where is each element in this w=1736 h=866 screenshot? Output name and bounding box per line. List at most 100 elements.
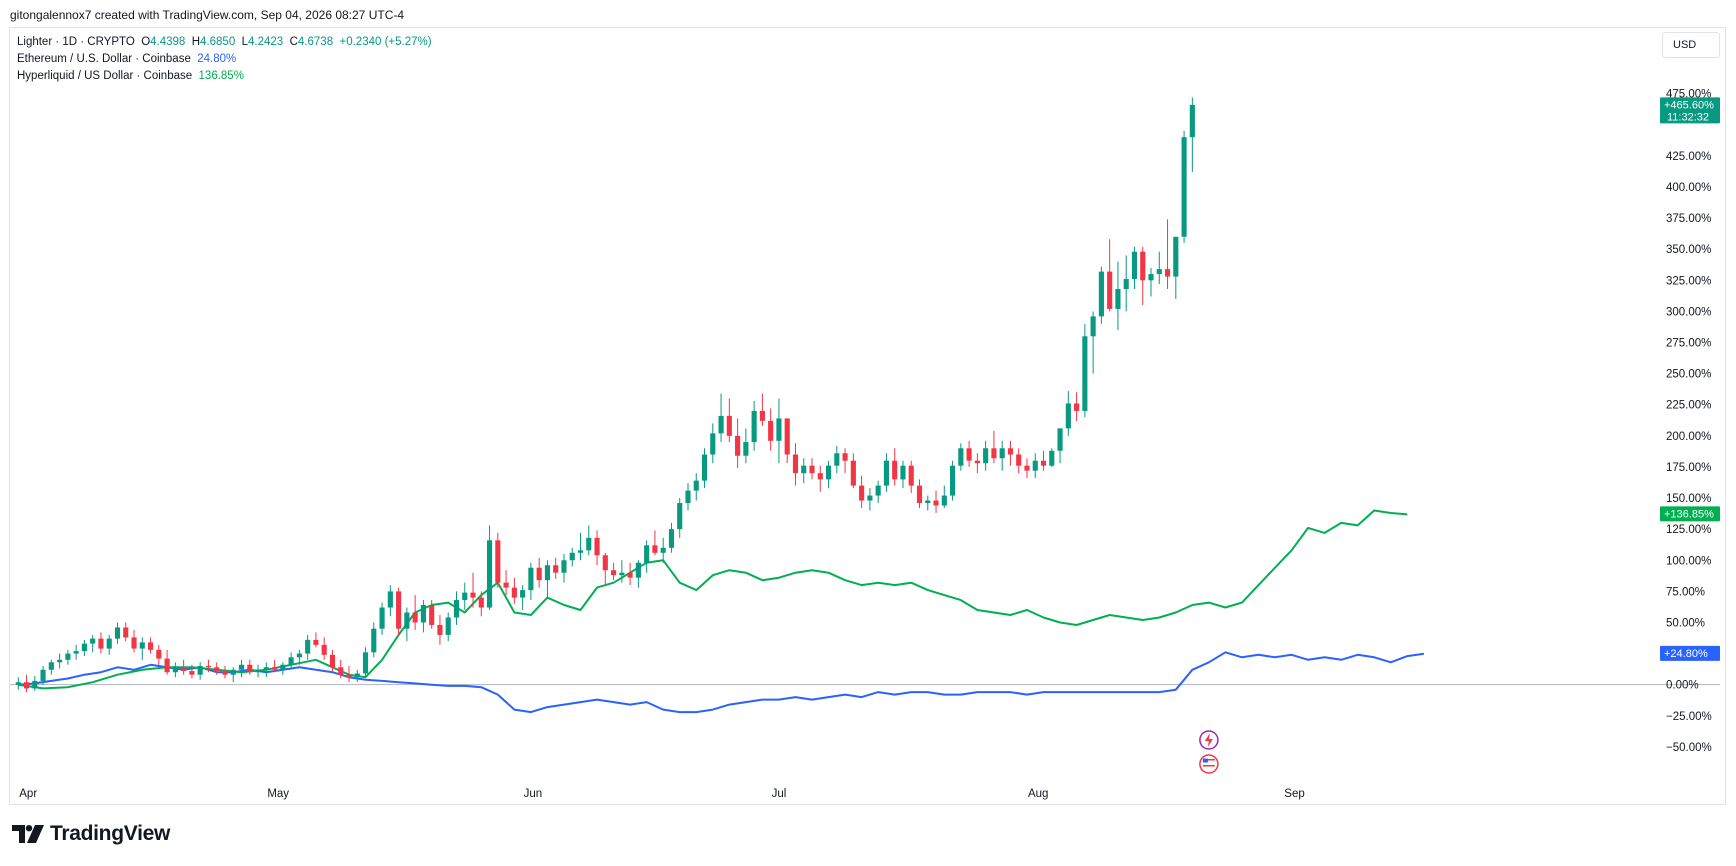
comparison-lines xyxy=(18,509,1425,714)
lightning-event-icon xyxy=(1199,730,1219,750)
y-tick-label: 425.00% xyxy=(1666,151,1711,163)
candle-down xyxy=(1040,450,1047,471)
candle-body xyxy=(883,460,889,486)
candle-up xyxy=(586,525,592,556)
candle-down xyxy=(842,448,848,474)
candle-body xyxy=(1098,271,1104,317)
y-tick-label: 100.00% xyxy=(1666,555,1711,567)
price-tag-label: +136.85% xyxy=(1664,508,1714,520)
legend-eth-series[interactable]: Ethereum / U.S. Dollar · Coinbase 24.80% xyxy=(17,51,432,68)
candle-down xyxy=(1016,448,1022,474)
candle-body xyxy=(396,591,402,629)
legend-hype-series[interactable]: Hyperliquid / US Dollar · Coinbase 136.8… xyxy=(17,68,432,85)
candle-body xyxy=(172,667,178,673)
y-tick-label: 0.00% xyxy=(1666,680,1699,692)
candle-body xyxy=(908,465,914,486)
candle-body xyxy=(1016,454,1022,466)
candle-body xyxy=(1189,104,1195,138)
candle-body xyxy=(644,545,650,563)
y-tick-label: 50.00% xyxy=(1666,617,1705,629)
candle-body xyxy=(197,666,203,675)
change-value: +0.2340 (+5.27%) xyxy=(339,36,432,48)
candle-body xyxy=(718,415,724,434)
candle-body xyxy=(98,638,104,649)
candle-body xyxy=(1065,403,1071,429)
candle-up xyxy=(462,582,468,611)
candle-body xyxy=(1032,460,1038,471)
candle-body xyxy=(73,651,79,654)
eth-series-value: 24.80% xyxy=(197,53,237,65)
candle-down xyxy=(222,666,228,679)
y-tick-label: −50.00% xyxy=(1666,742,1712,754)
candle-body xyxy=(528,567,534,591)
candle-up xyxy=(635,560,641,588)
candle-body xyxy=(255,669,261,673)
candle-up xyxy=(776,398,782,464)
candle-body xyxy=(280,664,286,670)
currency-button[interactable]: USD xyxy=(1662,32,1720,58)
candle-down xyxy=(412,595,418,630)
candle-body xyxy=(238,664,245,670)
y-tick-label: 75.00% xyxy=(1666,586,1705,598)
candle-up xyxy=(1082,323,1088,418)
candle-up xyxy=(660,537,666,563)
candle-body xyxy=(925,500,931,504)
eth-series-name: Ethereum / U.S. Dollar · Coinbase xyxy=(17,53,191,65)
candle-body xyxy=(619,572,625,576)
candle-body xyxy=(1181,137,1187,237)
candle-body xyxy=(214,667,220,671)
price-tag-box xyxy=(1660,506,1720,522)
candle-body xyxy=(726,415,732,436)
legend-main-series[interactable]: Lighter · 1D · CRYPTO O4.4398 H4.6850 L4… xyxy=(17,34,432,51)
candle-down xyxy=(817,465,823,492)
series-line-hyperliquid xyxy=(18,509,1408,690)
candle-body xyxy=(784,418,790,455)
candle-up xyxy=(825,460,832,489)
candle-up xyxy=(561,554,567,583)
price-tag-label: +465.60% xyxy=(1664,99,1714,111)
candle-up xyxy=(362,647,369,678)
candle-down xyxy=(916,479,923,508)
candle-down xyxy=(892,448,898,486)
candle-body xyxy=(842,453,848,461)
price-tag-box xyxy=(1660,97,1720,124)
candle-up xyxy=(445,612,451,642)
flag-stripe xyxy=(1202,759,1215,761)
candle-up xyxy=(379,602,385,635)
price-tags: +465.60%11:32:32 +136.85% +24.80% xyxy=(1660,97,1720,661)
chart-frame xyxy=(9,27,1726,805)
candle-body xyxy=(834,453,840,466)
candle-up xyxy=(883,453,889,492)
candle-down xyxy=(98,632,104,654)
candle-up xyxy=(718,393,724,443)
candle-up xyxy=(528,562,534,601)
candle-body xyxy=(230,669,236,675)
candle-down xyxy=(553,557,559,579)
candle-up xyxy=(569,547,575,567)
tradingview-brand: TradingView xyxy=(12,822,170,846)
candle-body xyxy=(65,653,71,660)
candle-down xyxy=(313,632,319,648)
candle-down xyxy=(652,530,658,556)
candle-up xyxy=(925,495,931,511)
candle-body xyxy=(354,673,360,678)
candle-body xyxy=(1082,336,1088,411)
candle-up xyxy=(1181,130,1187,243)
y-tick-label: 150.00% xyxy=(1666,493,1711,505)
x-tick-label: Jul xyxy=(772,788,787,800)
candle-down xyxy=(792,443,799,486)
candle-body xyxy=(321,644,327,655)
candle-down xyxy=(1107,239,1113,312)
candle-body xyxy=(486,540,493,608)
candle-down xyxy=(247,659,253,675)
candle-down xyxy=(1007,440,1014,466)
candle-down xyxy=(784,418,790,464)
candle-down xyxy=(1024,458,1030,479)
candle-body xyxy=(652,545,658,553)
candle-down xyxy=(933,490,939,513)
candle-down xyxy=(602,552,608,586)
candle-up xyxy=(114,622,121,644)
flag-stripe xyxy=(1202,768,1215,770)
candle-body xyxy=(1090,316,1096,337)
